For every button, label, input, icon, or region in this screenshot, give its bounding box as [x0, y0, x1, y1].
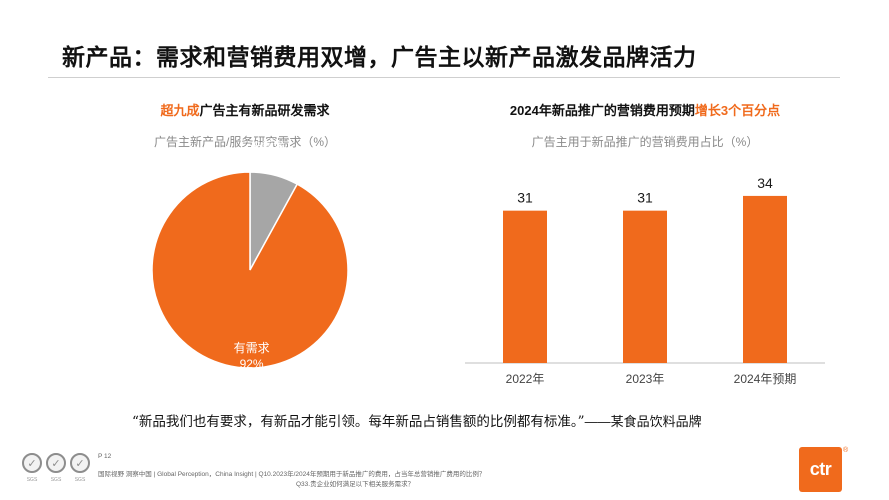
- pie-value-label: 92%: [240, 357, 264, 371]
- badge-label: SGS: [50, 477, 62, 483]
- pie-value-label: 8%: [258, 156, 276, 170]
- pie-label: 无需求: [249, 140, 285, 154]
- right-panel-subtitle: 广告主用于新品推广的营销费用占比（%）: [531, 135, 759, 149]
- title-divider: [48, 77, 840, 78]
- x-tick-label: 2022年: [506, 372, 545, 386]
- right-heading-main: 2024年新品推广的营销费用预期: [509, 103, 695, 118]
- page-number: P 12: [98, 453, 112, 460]
- quote: “新品我们也有要求，有新品才能引领。每年新品占销售额的比例都有标准。”——某食品…: [132, 410, 812, 430]
- certification-badges: ✓ SGS ✓ SGS ✓ SGS: [22, 453, 90, 483]
- bar-1: [503, 210, 547, 363]
- x-tick-label: 2023年: [626, 372, 665, 386]
- bar-value-label: 34: [757, 175, 773, 191]
- quote-text: “新品我们也有要求，有新品才能引领。每年新品占销售额的比例都有标准。”: [132, 414, 585, 430]
- bar-3: [743, 195, 787, 363]
- check-icon: ✓: [46, 453, 66, 473]
- badge-3: ✓ SGS: [70, 453, 90, 483]
- x-tick-label: 2024年预期: [734, 372, 797, 386]
- pie-slice-2: [151, 171, 349, 369]
- badge-2: ✓ SGS: [46, 453, 66, 483]
- pie-chart: 无需求 8% 有需求 92%: [151, 140, 349, 371]
- check-icon: ✓: [22, 453, 42, 473]
- right-panel-heading: 2024年新品推广的营销费用预期增长3个百分点: [450, 100, 840, 119]
- quote-attribution: ——某食品饮料品牌: [584, 414, 702, 429]
- check-icon: ✓: [70, 453, 90, 473]
- left-heading-rest: 广告主有新品研发需求: [199, 103, 330, 118]
- left-panel-subtitle: 广告主新产品/服务研究需求（%）: [153, 135, 336, 149]
- ctr-logo: ctr: [799, 447, 842, 492]
- footer-source-line-1: 国际视野 洞察中国 | Global Perception，China Insi…: [98, 471, 486, 478]
- page-title: 新产品：需求和营销费用双增，广告主以新产品激发品牌活力: [62, 44, 697, 70]
- bar-value-label: 31: [637, 190, 653, 206]
- left-panel-heading: 超九成广告主有新品研发需求: [110, 100, 380, 119]
- bar-value-label: 31: [517, 190, 533, 206]
- bar-chart: 31 2022年 31 2023年 34 2024年预期: [465, 175, 825, 386]
- footer-source-line-2: Q33.贵企业如何满足以下相关服务需求？: [296, 481, 415, 488]
- badge-label: SGS: [26, 477, 38, 483]
- badge-1: ✓ SGS: [22, 453, 42, 483]
- left-heading-highlight: 超九成: [160, 103, 200, 118]
- badge-label: SGS: [74, 477, 86, 483]
- right-heading-highlight: 增长3个百分点: [694, 103, 781, 118]
- registered-mark: ®: [843, 447, 849, 454]
- bar-2: [623, 210, 667, 363]
- pie-label: 有需求: [234, 341, 270, 355]
